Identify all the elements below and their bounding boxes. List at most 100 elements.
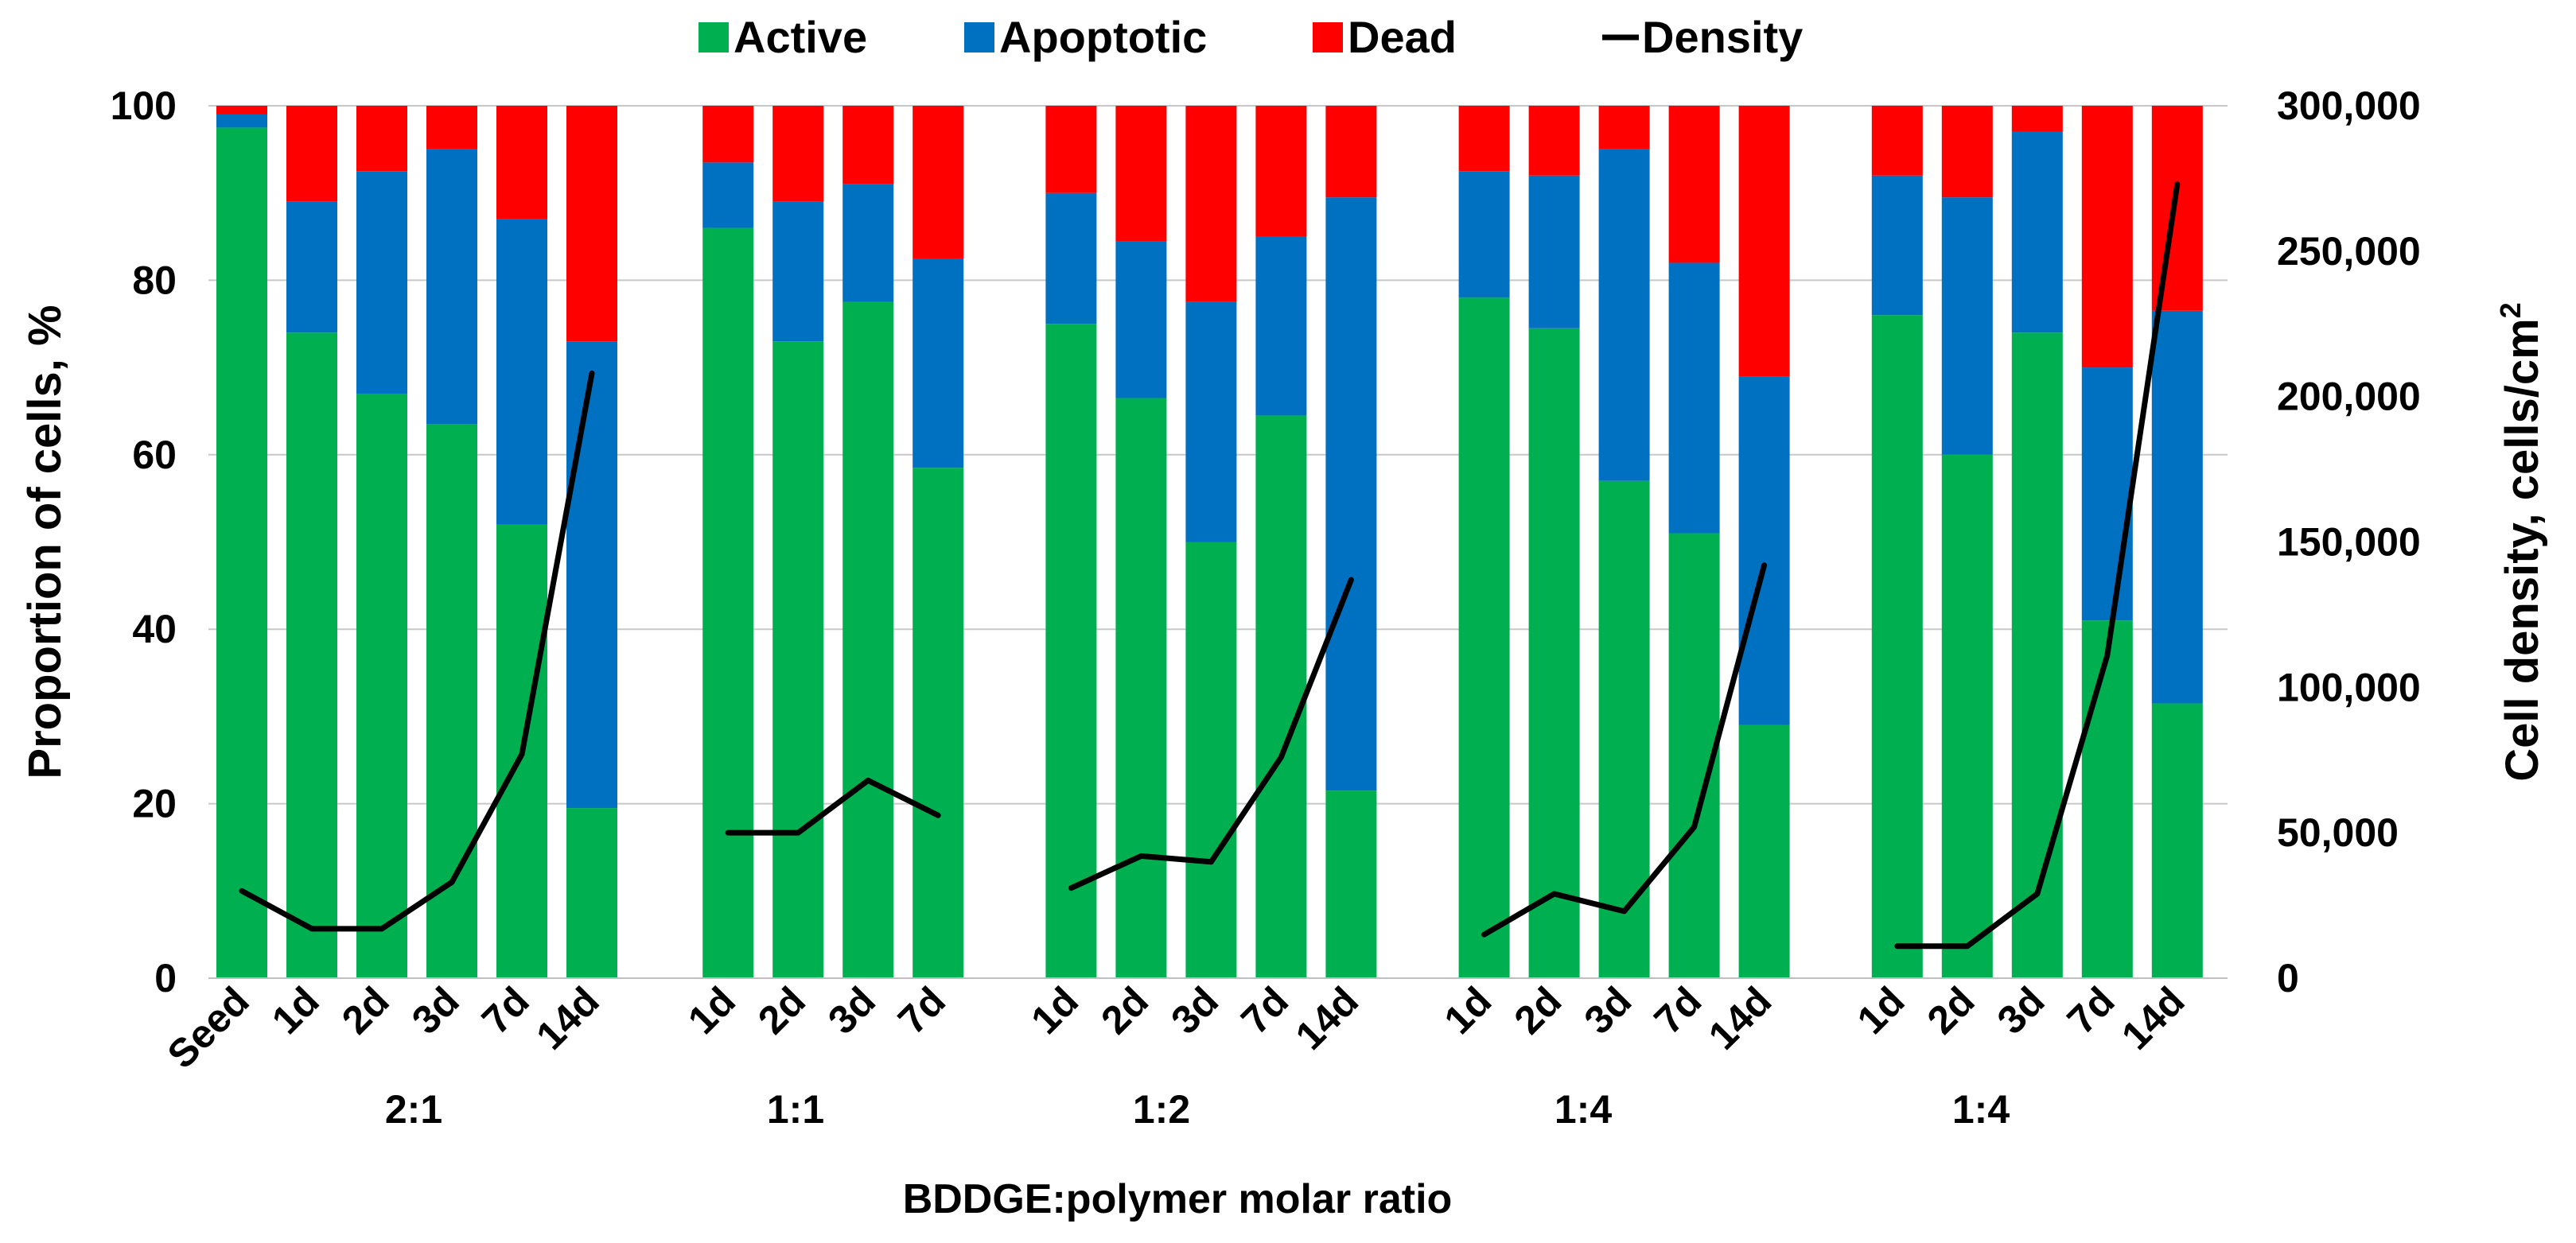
legend-label: Density bbox=[1642, 12, 1803, 62]
y2-axis-title-text: Cell density, cells/cm bbox=[2496, 318, 2548, 781]
y2-tick-label: 100,000 bbox=[2277, 665, 2421, 709]
bar-dead bbox=[2081, 106, 2133, 368]
bar-active bbox=[1598, 480, 1650, 978]
bar-active bbox=[356, 394, 407, 978]
bar-dead bbox=[702, 106, 754, 163]
bar-active bbox=[2151, 703, 2203, 978]
bar-active bbox=[912, 468, 964, 978]
bar-apoptotic bbox=[1458, 171, 1510, 298]
bar-apoptotic bbox=[1255, 236, 1307, 416]
category-label: 1d bbox=[1849, 978, 1913, 1043]
y2-tick-label: 150,000 bbox=[2277, 520, 2421, 565]
bar-dead bbox=[216, 106, 267, 115]
bar-active bbox=[1185, 542, 1237, 978]
bar-dead bbox=[2151, 106, 2203, 311]
bar-dead bbox=[1185, 106, 1237, 302]
bar-dead bbox=[1528, 106, 1580, 176]
bar-apoptotic bbox=[286, 201, 337, 333]
bar-apoptotic bbox=[1325, 197, 1377, 791]
y2-tick-label: 50,000 bbox=[2277, 810, 2399, 855]
bar-dead bbox=[2011, 106, 2063, 132]
bar-apoptotic bbox=[496, 219, 547, 525]
y-tick-label: 100 bbox=[111, 84, 177, 128]
bar-apoptotic bbox=[702, 162, 754, 228]
bar-active bbox=[1115, 398, 1167, 978]
bar-active bbox=[1941, 454, 1993, 978]
bar-apoptotic bbox=[1185, 301, 1237, 542]
bar-apoptotic bbox=[842, 184, 894, 302]
legend-label: Active bbox=[733, 12, 867, 62]
bar-apoptotic bbox=[1598, 149, 1650, 481]
y-tick-label: 0 bbox=[154, 956, 177, 1000]
bar-dead bbox=[772, 106, 824, 202]
category-label: 14d bbox=[1287, 978, 1368, 1058]
bar-active bbox=[1528, 328, 1580, 978]
density-line bbox=[1068, 577, 1354, 891]
category-label: 14d bbox=[1700, 978, 1780, 1058]
bar-dead bbox=[1115, 106, 1167, 242]
density-line bbox=[239, 370, 595, 932]
bar-active bbox=[2011, 332, 2063, 979]
category-label: 14d bbox=[2113, 978, 2193, 1058]
legend-swatch bbox=[1313, 22, 1343, 52]
legend-label: Dead bbox=[1348, 12, 1457, 62]
bar-active bbox=[842, 301, 894, 978]
bar-apoptotic bbox=[1871, 175, 1923, 316]
bar-apoptotic bbox=[2011, 131, 2063, 333]
bar-active bbox=[1255, 415, 1307, 978]
bar-dead bbox=[1598, 106, 1650, 150]
bar-dead bbox=[1325, 106, 1377, 198]
y-axis-title: Proportion of cells, % bbox=[19, 305, 71, 779]
y2-tick-label: 200,000 bbox=[2277, 375, 2421, 419]
group-label: 1:1 bbox=[767, 1087, 824, 1132]
bar-dead bbox=[566, 106, 617, 342]
bar-apoptotic bbox=[1738, 376, 1790, 725]
bar-apoptotic bbox=[426, 149, 477, 425]
category-label: 14d bbox=[527, 978, 608, 1058]
bar-active bbox=[2081, 620, 2133, 978]
bar-dead bbox=[1738, 106, 1790, 377]
bar-dead bbox=[496, 106, 547, 219]
category-label: 2d bbox=[333, 978, 398, 1043]
x-axis-title: BDDGE:polymer molar ratio bbox=[903, 1176, 1453, 1222]
category-label: 2d bbox=[749, 978, 814, 1043]
category-label: 7d bbox=[2059, 978, 2123, 1043]
y-tick-label: 20 bbox=[132, 782, 177, 826]
group-label: 2:1 bbox=[385, 1087, 442, 1132]
category-label: 2d bbox=[1506, 978, 1570, 1043]
bar-dead bbox=[1255, 106, 1307, 237]
bar-apoptotic bbox=[1528, 175, 1580, 328]
bar-apoptotic bbox=[912, 258, 964, 468]
bar-active bbox=[1871, 315, 1923, 978]
y2-tick-label: 300,000 bbox=[2277, 84, 2421, 128]
bar-active bbox=[1325, 790, 1377, 978]
bar-apoptotic bbox=[2081, 367, 2133, 621]
bar-dead bbox=[1045, 106, 1097, 193]
y2-tick-label: 250,000 bbox=[2277, 229, 2421, 274]
category-label: 1d bbox=[1436, 978, 1500, 1043]
bar-stacks bbox=[216, 106, 2203, 979]
category-label: 3d bbox=[1162, 978, 1227, 1043]
category-label: 1d bbox=[263, 978, 328, 1043]
bar-active bbox=[772, 341, 824, 978]
category-label: 3d bbox=[819, 978, 884, 1043]
legend-swatch bbox=[698, 22, 729, 52]
bar-dead bbox=[426, 106, 477, 150]
y2-axis-title: Cell density, cells/cm2 bbox=[2494, 302, 2548, 781]
legend-swatch bbox=[964, 22, 994, 52]
bar-active bbox=[426, 424, 477, 978]
bar-apoptotic bbox=[356, 171, 407, 394]
category-label: 7d bbox=[1232, 978, 1297, 1043]
density-line-layer bbox=[239, 181, 2181, 950]
bar-apoptotic bbox=[1668, 262, 1720, 534]
bar-dead bbox=[1668, 106, 1720, 263]
group-label: 1:4 bbox=[1952, 1087, 2010, 1132]
bar-active bbox=[702, 227, 754, 979]
bar-apoptotic bbox=[1115, 241, 1167, 398]
category-label: 3d bbox=[1576, 978, 1640, 1043]
category-label: 7d bbox=[1646, 978, 1710, 1043]
axes: 0 20 40 60 80 100 0 50,000 100,000 150,000 200,000… bbox=[111, 84, 2421, 1000]
bar-dead bbox=[286, 106, 337, 202]
category-label: 2d bbox=[1092, 978, 1157, 1043]
density-line bbox=[725, 777, 941, 836]
